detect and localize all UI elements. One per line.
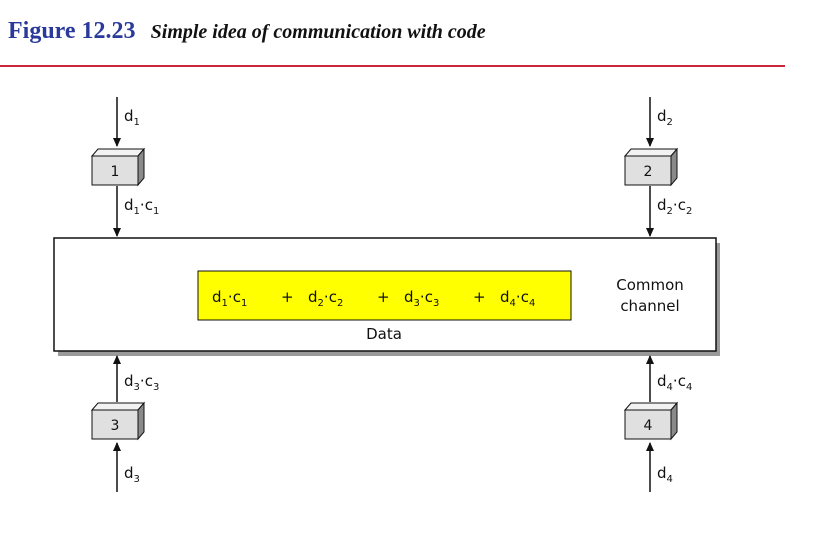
sum-term-4-d: d: [500, 288, 510, 306]
sum-term-3-d: d: [404, 288, 414, 306]
common-channel-label-line2: channel: [620, 297, 679, 315]
station-4-label: 4: [644, 418, 653, 434]
station-4-data-label: d4: [657, 464, 673, 485]
station-1-box: 1: [90, 147, 146, 187]
station-3-box: 3: [90, 401, 146, 441]
station-2-box: 2: [623, 147, 679, 187]
sum-term-1-d: d: [212, 288, 222, 306]
sum-plus-3: +: [473, 288, 486, 306]
caption-rule: [0, 65, 785, 67]
sum-plus-1: +: [281, 288, 294, 306]
station-1-product-label: d1·c1: [124, 196, 159, 217]
station-1-label: 1: [111, 164, 120, 180]
data-label: Data: [366, 325, 402, 343]
station-2-data-label: d2: [657, 107, 673, 128]
figure-title: Simple idea of communication with code: [150, 21, 486, 43]
figure-number: Figure 12.23: [8, 18, 136, 44]
figure-caption: Figure 12.23 Simple idea of communicatio…: [8, 18, 486, 45]
station-3-data-label: d3: [124, 464, 140, 485]
sum-term-2-d: d: [308, 288, 318, 306]
station-2-label: 2: [644, 164, 653, 180]
data-sum-highlight: [197, 270, 572, 321]
station-2-product-label: d2·c2: [657, 196, 692, 217]
station-1-data-label: d1: [124, 107, 140, 128]
sum-plus-2: +: [377, 288, 390, 306]
station-3-label: 3: [111, 418, 120, 434]
station-4-box: 4: [623, 401, 679, 441]
data-sum: d1·c1 + d2·c2 + d3·c3 + d4·c4: [212, 288, 535, 310]
station-3-product-label: d3·c3: [124, 372, 159, 393]
station-4-product-label: d4·c4: [657, 372, 692, 393]
common-channel-label-line1: Common: [616, 276, 684, 294]
